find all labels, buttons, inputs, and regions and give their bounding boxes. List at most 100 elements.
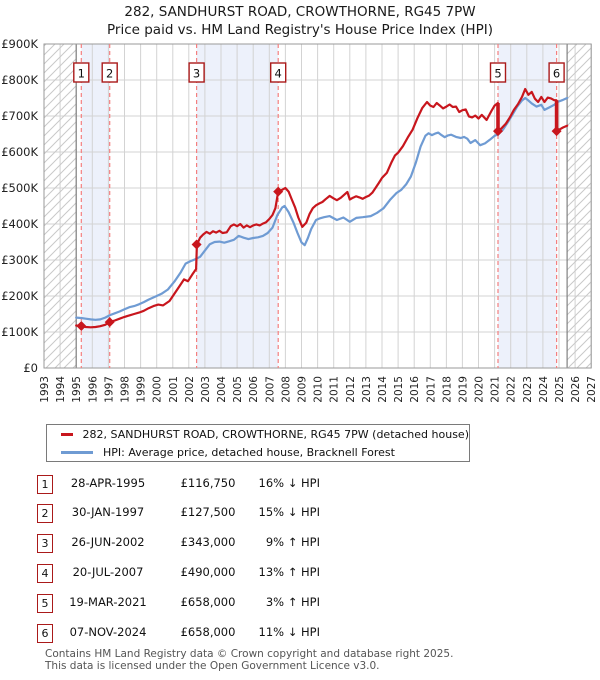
sale-row-2: 2 30-JAN-1997 £127,500 15% ↓ HPI <box>0 504 600 524</box>
svg-text:2006: 2006 <box>248 376 260 403</box>
sale-row-price: £127,500 <box>180 505 236 520</box>
legend-row-hpi: HPI: Average price, detached house, Brac… <box>47 445 469 460</box>
svg-text:3: 3 <box>193 67 200 81</box>
chart-title-subtitle: Price paid vs. HM Land Registry's House … <box>107 22 493 38</box>
svg-text:£400K: £400K <box>1 217 38 231</box>
sale-row-date: 30-JAN-1997 <box>71 505 145 520</box>
chart-title-address: 282, SANDHURST ROAD, CROWTHORNE, RG45 7P… <box>124 4 476 20</box>
sale-row-6: 6 07-NOV-2024 £658,000 11% ↓ HPI <box>0 623 600 644</box>
sale-row-date: 28-APR-1995 <box>70 475 146 490</box>
series-hpi <box>75 96 569 321</box>
svg-text:1998: 1998 <box>120 376 132 403</box>
sale-diamond <box>551 126 562 137</box>
svg-text:2013: 2013 <box>361 376 373 403</box>
sale-row-number-box: 1 <box>37 474 53 494</box>
svg-text:2007: 2007 <box>264 376 276 403</box>
sale-row-number-box: 3 <box>37 534 53 554</box>
sale-diamond <box>273 186 284 197</box>
svg-text:4: 4 <box>275 67 282 81</box>
sale-marker-box <box>73 62 90 83</box>
footer-licence-line: This data is licensed under the Open Gov… <box>45 660 380 672</box>
svg-text:2009: 2009 <box>297 376 309 403</box>
sale-row-3: 3 26-JUN-2002 £343,000 9% ↑ HPI <box>0 534 600 554</box>
svg-text:1993: 1993 <box>39 376 51 403</box>
price-history-chart: 1 2 3 4 5 6 £0 £100K £200K £300K £400K £500K £600K £7… <box>1 37 598 403</box>
svg-text:5: 5 <box>494 67 501 81</box>
property-line-swatch <box>61 432 73 436</box>
svg-text:1994: 1994 <box>55 376 67 403</box>
sale-marker-box <box>188 62 205 83</box>
svg-text:1999: 1999 <box>136 376 148 403</box>
sale-row-date: 26-JUN-2002 <box>71 535 145 550</box>
svg-text:2010: 2010 <box>313 376 325 403</box>
sale-row-hpi-delta: 3% ↑ HPI <box>265 594 320 609</box>
sale-marker-box <box>489 62 507 83</box>
svg-text:2021: 2021 <box>490 376 502 403</box>
legend-row-property: 282, SANDHURST ROAD, CROWTHORNE, RG45 7P… <box>47 427 469 442</box>
sale-diamond <box>104 317 115 328</box>
sale-row-price: £490,000 <box>180 564 236 579</box>
sale-row-price: £658,000 <box>180 594 236 609</box>
svg-text:£900K: £900K <box>1 37 38 51</box>
svg-text:2001: 2001 <box>168 376 180 403</box>
sale-row-price: £116,750 <box>180 475 236 490</box>
sale-diamond <box>493 126 503 137</box>
svg-text:£500K: £500K <box>1 181 38 195</box>
svg-text:£100K: £100K <box>1 325 38 339</box>
svg-text:1995: 1995 <box>71 376 83 403</box>
sale-diamond <box>191 239 202 250</box>
sale-row-hpi-delta: 9% ↑ HPI <box>265 535 320 550</box>
sale-marker-box <box>548 62 565 83</box>
sale-row-number-box: 6 <box>37 623 53 643</box>
sale-row-hpi-delta: 16% ↓ HPI <box>258 475 320 490</box>
svg-text:2002: 2002 <box>184 376 196 403</box>
svg-text:2: 2 <box>106 67 113 81</box>
svg-text:2000: 2000 <box>152 376 164 403</box>
sale-diamond <box>76 321 87 331</box>
ownership-band <box>81 44 110 368</box>
sale-row-hpi-delta: 15% ↓ HPI <box>258 505 320 520</box>
svg-text:2015: 2015 <box>393 376 405 403</box>
svg-text:£600K: £600K <box>1 145 38 159</box>
license-footer: Contains HM Land Registry data © Crown c… <box>45 648 453 672</box>
legend-label-hpi: HPI: Average price, detached house, Brac… <box>103 445 395 459</box>
series-property <box>75 87 569 329</box>
svg-text:£0: £0 <box>23 361 38 375</box>
svg-text:2014: 2014 <box>377 376 389 403</box>
sale-row-number-box: 4 <box>37 563 53 583</box>
legend-label-property: 282, SANDHURST ROAD, CROWTHORNE, RG45 7P… <box>82 427 469 441</box>
sale-marker-box <box>270 62 287 83</box>
svg-text:£300K: £300K <box>1 253 38 267</box>
sale-row-5: 5 19-MAR-2021 £658,000 3% ↑ HPI <box>0 593 600 614</box>
svg-text:2008: 2008 <box>280 376 292 403</box>
sale-row-4: 4 20-JUL-2007 £490,000 13% ↑ HPI <box>0 563 600 584</box>
svg-text:2023: 2023 <box>522 376 534 403</box>
svg-text:2019: 2019 <box>457 376 469 403</box>
no-data-hatch <box>567 44 592 368</box>
sale-row-number-box: 2 <box>37 504 53 524</box>
svg-text:2003: 2003 <box>200 376 212 403</box>
sale-row-hpi-delta: 11% ↓ HPI <box>258 624 320 639</box>
svg-text:6: 6 <box>553 67 560 81</box>
hpi-line-swatch <box>61 450 93 454</box>
sale-row-price: £343,000 <box>180 535 236 550</box>
svg-text:2017: 2017 <box>425 376 437 403</box>
sale-row-date: 07-NOV-2024 <box>69 624 147 639</box>
svg-text:2024: 2024 <box>538 376 550 403</box>
svg-text:£700K: £700K <box>1 109 38 123</box>
chart-title: 282, SANDHURST ROAD, CROWTHORNE, RG45 7P… <box>0 3 600 39</box>
svg-text:1996: 1996 <box>87 376 99 403</box>
svg-text:2018: 2018 <box>441 376 453 403</box>
svg-text:1997: 1997 <box>103 376 115 403</box>
svg-text:2016: 2016 <box>409 376 421 403</box>
no-data-hatch <box>44 44 77 368</box>
svg-text:2025: 2025 <box>554 376 566 403</box>
sale-row-number-box: 5 <box>37 593 53 613</box>
svg-text:1: 1 <box>78 67 85 81</box>
svg-text:2011: 2011 <box>329 376 341 403</box>
svg-text:£200K: £200K <box>1 289 38 303</box>
svg-text:2004: 2004 <box>216 376 228 403</box>
sale-row-date: 20-JUL-2007 <box>72 564 144 579</box>
sale-marker-box <box>101 62 118 83</box>
